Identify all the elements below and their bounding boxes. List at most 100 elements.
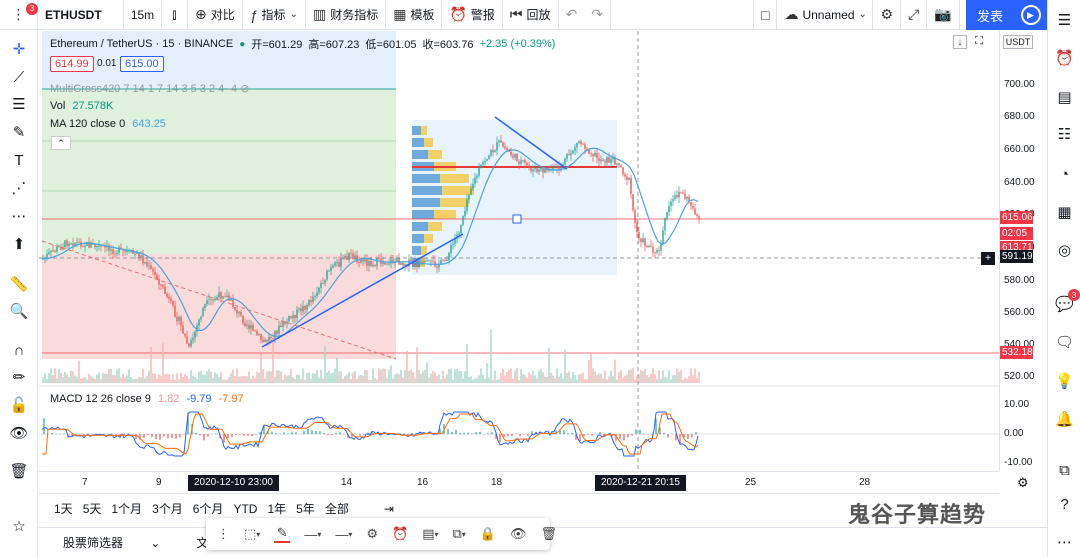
lock-tool[interactable]: 🔓 bbox=[0, 394, 38, 416]
trendline-tool[interactable]: ⟋ bbox=[0, 66, 38, 88]
help-button[interactable]: ? bbox=[1048, 492, 1080, 516]
range-5d[interactable]: 5天 bbox=[82, 502, 102, 516]
range-1d[interactable]: 1天 bbox=[54, 502, 73, 516]
brush-tool[interactable]: ✎ bbox=[0, 121, 38, 143]
redo-button[interactable]: ↷ bbox=[584, 0, 611, 30]
drag-handle[interactable]: ⋮ bbox=[210, 518, 237, 550]
trendline-down[interactable] bbox=[494, 116, 568, 170]
macd-histogram-bar bbox=[171, 434, 173, 439]
notifications-button[interactable]: 🔔 bbox=[1048, 407, 1080, 431]
visibility-tool[interactable]: 👁 bbox=[0, 422, 38, 444]
crosshair-tool[interactable]: ✛ bbox=[0, 38, 38, 60]
pattern-tool[interactable]: ⋰ bbox=[0, 177, 38, 199]
hide-drawing-button[interactable]: 👁 bbox=[503, 518, 534, 550]
range-3m[interactable]: 3个月 bbox=[152, 502, 183, 516]
templates-drawing-button[interactable]: ⬚ ▾ bbox=[237, 518, 267, 550]
interval-button[interactable]: 15m bbox=[124, 0, 162, 30]
maximize-pane-button[interactable]: ⛶ bbox=[972, 35, 986, 49]
compare-button[interactable]: ⊕ 对比 bbox=[188, 0, 243, 30]
chart-settings-button[interactable]: ⚙ bbox=[1017, 475, 1029, 491]
eye-off-icon[interactable]: ⊘ bbox=[240, 83, 250, 95]
line-color-button[interactable]: ✎ bbox=[267, 518, 297, 550]
multicross-indicator-legend[interactable]: MultiCross420 7 14 1 7 14 3 5 3 2 4 -4 ⊘ bbox=[50, 82, 249, 95]
text-tool[interactable]: T bbox=[0, 149, 38, 171]
alerts-button[interactable]: ⏰ bbox=[1048, 46, 1080, 70]
arrow-tool[interactable]: ⬆ bbox=[0, 233, 38, 255]
watchlist-button[interactable]: ☰ bbox=[1048, 8, 1080, 32]
chart-type-button[interactable]: ⫾ bbox=[162, 0, 188, 30]
sell-price-button[interactable]: 614.99 bbox=[50, 56, 94, 72]
line-style-button[interactable]: — ▾ bbox=[328, 518, 359, 550]
drawing-handle[interactable] bbox=[512, 214, 522, 224]
favorites-tool[interactable]: ☆ bbox=[0, 515, 38, 537]
volume-bar bbox=[608, 376, 610, 383]
volume-bar bbox=[218, 377, 220, 383]
visual-order-button[interactable]: ▤ ▾ bbox=[415, 518, 445, 550]
data-window-button[interactable]: ◔ bbox=[1048, 162, 1080, 186]
volume-indicator-legend[interactable]: Vol 27.578K bbox=[50, 100, 113, 112]
range-all[interactable]: 全部 bbox=[324, 502, 349, 516]
prediction-tool[interactable]: ⋯ bbox=[0, 205, 38, 227]
legend-collapse-button[interactable]: ⌃ bbox=[51, 136, 71, 150]
buy-price-button[interactable]: 615.00 bbox=[120, 56, 164, 72]
main-menu-button[interactable]: ⋮ 3 bbox=[0, 0, 38, 30]
news-button[interactable]: ▤ bbox=[1048, 85, 1080, 109]
ideas-button[interactable]: 🗨 bbox=[1048, 330, 1080, 354]
order-panel-button[interactable]: ⧉ bbox=[1048, 458, 1080, 482]
scroll-down-button[interactable]: ↓ bbox=[953, 35, 967, 49]
collapse-panel-button[interactable]: ⋯ bbox=[1048, 530, 1080, 554]
fib-tool[interactable]: ☰ bbox=[0, 93, 38, 115]
undo-button[interactable]: ↶ bbox=[559, 0, 585, 30]
time-axis[interactable]: 7 9 14 16 18 25 28 2020-12-10 23:00 2020-12-21… bbox=[39, 471, 999, 493]
lock-drawing-button[interactable]: 🔒 bbox=[473, 518, 503, 550]
alert-button[interactable]: ⏰ 警报 bbox=[442, 0, 503, 30]
range-5y[interactable]: 5年 bbox=[296, 502, 315, 516]
streams-button[interactable]: 💡 bbox=[1048, 369, 1080, 393]
range-1y[interactable]: 1年 bbox=[267, 502, 287, 516]
publish-button[interactable]: 发表 bbox=[966, 0, 1014, 30]
replay-button[interactable]: ⏮ 回放 bbox=[503, 0, 559, 30]
line-width-button[interactable]: — ▾ bbox=[297, 518, 328, 550]
chevron-down-icon: ⌄ bbox=[289, 9, 298, 20]
stock-screener-tab[interactable]: 股票筛选器 ⌄ bbox=[39, 534, 184, 551]
volume-bar bbox=[376, 379, 378, 383]
symbol-search-button[interactable]: ETHUSDT bbox=[38, 0, 124, 30]
range-1m[interactable]: 1个月 bbox=[111, 502, 143, 516]
fullscreen-button[interactable]: ⤢ bbox=[901, 0, 928, 30]
symbol-title[interactable]: Ethereum / TetherUS · 15 · BINANCE bbox=[50, 38, 234, 50]
range-ytd[interactable]: YTD bbox=[233, 501, 258, 516]
drawing-settings-button[interactable]: ⚙ bbox=[359, 518, 385, 550]
currency-unit-button[interactable]: USDT bbox=[1003, 35, 1033, 49]
price-chart[interactable] bbox=[39, 31, 999, 471]
range-6m[interactable]: 6个月 bbox=[192, 502, 224, 516]
macd-indicator-legend[interactable]: MACD 12 26 close 9 1.82 -9.79 -7.97 bbox=[50, 393, 244, 405]
measure-tool[interactable]: 📏 bbox=[0, 273, 38, 295]
goto-date-button[interactable]: ⇥ bbox=[374, 502, 404, 516]
magnet-tool[interactable]: ∩ bbox=[0, 339, 38, 361]
indicators-button[interactable]: ƒ 指标 ⌄ bbox=[243, 0, 306, 30]
play-button[interactable]: ▶ bbox=[1014, 0, 1047, 30]
remove-tool[interactable]: 🗑 bbox=[0, 460, 38, 482]
stay-drawing-tool[interactable]: ✏ bbox=[0, 366, 38, 388]
macd-histogram-bar bbox=[487, 433, 489, 435]
clone-button[interactable]: ⧉ ▾ bbox=[446, 518, 473, 550]
trendline-up[interactable] bbox=[261, 233, 464, 348]
add-alert-plus-button[interactable]: + bbox=[981, 252, 995, 265]
layout-name-button[interactable]: ☁ Unnamed ⌄ bbox=[777, 0, 874, 30]
object-tree-button[interactable]: ☷ bbox=[1048, 122, 1080, 146]
zoom-tool[interactable]: 🔍 bbox=[0, 300, 38, 322]
calendar-button[interactable]: ▦ bbox=[1048, 200, 1080, 224]
candle-body bbox=[124, 250, 126, 252]
volume-bar bbox=[676, 368, 678, 383]
ma-indicator-legend[interactable]: MA 120 close 0 643.25 bbox=[50, 118, 166, 130]
financials-button[interactable]: ▥ 财务指标 bbox=[306, 0, 387, 30]
chat-button[interactable]: 💬 3 bbox=[1048, 289, 1080, 316]
templates-button[interactable]: ▦ 模板 bbox=[386, 0, 443, 30]
hotlist-button[interactable]: ◎ bbox=[1048, 238, 1080, 262]
delete-drawing-button[interactable]: 🗑 bbox=[534, 518, 565, 550]
price-axis[interactable]: 700.00680.00660.00640.00620.00600.00580.… bbox=[999, 31, 1047, 471]
create-alert-drawing-button[interactable]: ⏰ bbox=[385, 518, 415, 550]
snapshot-button[interactable]: 📷 bbox=[927, 0, 960, 30]
settings-button[interactable]: ⚙ bbox=[873, 0, 902, 30]
fullscreen-layout-button[interactable]: □ bbox=[753, 0, 778, 30]
